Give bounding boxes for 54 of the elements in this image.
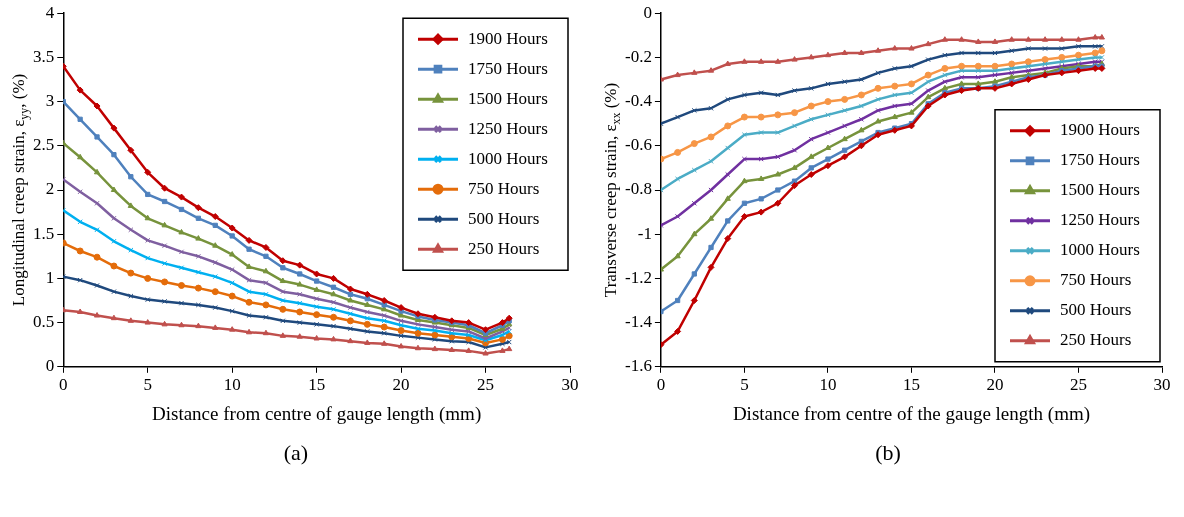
y-axis-title: Longitudinal creep strain, εyy, (%) bbox=[9, 73, 32, 307]
x-tick-label: 5 bbox=[143, 375, 152, 395]
y-tick-label: -1 bbox=[637, 223, 652, 243]
x-tick-label: 30 bbox=[1153, 375, 1171, 395]
y-tick-label: 0.5 bbox=[33, 312, 55, 332]
y-tick-label: 2.5 bbox=[33, 135, 55, 155]
y-tick-label: -0.8 bbox=[624, 179, 652, 199]
y-tick-label: 4 bbox=[45, 2, 55, 22]
text: (b) bbox=[874, 440, 902, 466]
y-tick-label: 3.5 bbox=[33, 46, 55, 66]
y-tick-label: -0.2 bbox=[624, 46, 652, 66]
x-tick-label: 15 bbox=[902, 375, 920, 395]
legend-label: 500 Hours bbox=[468, 208, 540, 228]
x-tick-label: 5 bbox=[740, 375, 749, 395]
y-tick-label: 3 bbox=[45, 91, 55, 111]
legend-label: 1900 Hours bbox=[468, 28, 548, 48]
legend-label: 1750 Hours bbox=[468, 58, 548, 78]
legend-label: 250 Hours bbox=[1060, 330, 1132, 350]
x-tick-label: 30 bbox=[561, 375, 579, 395]
legend-label: 750 Hours bbox=[1060, 270, 1132, 290]
legend-label: 1750 Hours bbox=[1060, 150, 1140, 170]
legend-label: 1250 Hours bbox=[1060, 210, 1140, 230]
legend-label: 1500 Hours bbox=[1060, 180, 1140, 200]
legend-label: 500 Hours bbox=[1060, 300, 1132, 320]
text: (a) bbox=[282, 440, 310, 466]
x-tick-label: 10 bbox=[223, 375, 241, 395]
y-tick-label: 1 bbox=[45, 267, 55, 287]
x-axis-title: Distance from centre of gauge length (mm) bbox=[152, 402, 482, 425]
x-tick-label: 10 bbox=[819, 375, 837, 395]
legend-label: 1250 Hours bbox=[468, 118, 548, 138]
y-tick-label: 1.5 bbox=[33, 223, 55, 243]
legend-label: 1900 Hours bbox=[1060, 120, 1140, 140]
y-tick-label: 0 bbox=[45, 356, 55, 376]
legend-label: 1000 Hours bbox=[1060, 240, 1140, 260]
y-tick-label: -1.2 bbox=[624, 267, 652, 287]
x-axis-title: Distance from centre of the gauge length (mm) bbox=[732, 402, 1091, 425]
y-tick-label: -1.6 bbox=[624, 356, 652, 376]
y-tick-label: -0.6 bbox=[624, 135, 652, 155]
x-tick-label: 25 bbox=[1069, 375, 1087, 395]
x-tick-label: 25 bbox=[477, 375, 495, 395]
y-tick-label: 2 bbox=[45, 179, 55, 199]
legend-label: 750 Hours bbox=[468, 178, 540, 198]
x-tick-label: 0 bbox=[59, 375, 68, 395]
legend-label: 1000 Hours bbox=[468, 148, 548, 168]
y-axis-title: Transverse creep strain, εxx (%) bbox=[601, 82, 624, 298]
y-tick-label: -0.4 bbox=[624, 91, 653, 111]
legend-label: 1500 Hours bbox=[468, 88, 548, 108]
x-tick-label: 20 bbox=[986, 375, 1004, 395]
x-tick-label: 20 bbox=[392, 375, 410, 395]
y-tick-label: 0 bbox=[643, 2, 652, 22]
legend-label: 250 Hours bbox=[468, 238, 540, 258]
x-tick-label: 0 bbox=[656, 375, 666, 395]
y-tick-label: -1.4 bbox=[624, 312, 653, 332]
x-tick-label: 15 bbox=[308, 375, 326, 395]
